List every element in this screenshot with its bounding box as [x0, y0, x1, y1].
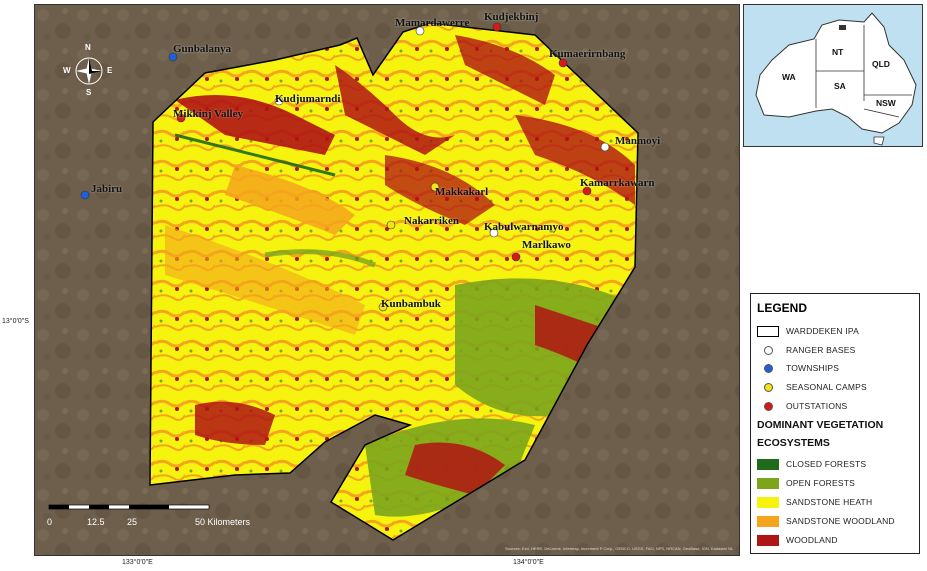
- compass-rose-icon: [75, 57, 103, 85]
- scale-tick-0: 0: [47, 517, 53, 527]
- place-label-kamarrkawarn: Kamarrkawarn: [580, 177, 655, 189]
- legend-item-closed-forests: CLOSED FORESTS: [757, 457, 866, 471]
- legend-eco-heading: ECOSYSTEMS: [757, 437, 830, 449]
- outstation-dot-icon: [763, 401, 773, 411]
- place-marker-gunbalanya: [168, 52, 178, 62]
- state-label-wa: WA: [782, 72, 796, 82]
- compass-s: S: [86, 88, 92, 97]
- place-marker-kumaerirnbang: [558, 58, 568, 68]
- place-marker-makkakarl: [430, 182, 440, 192]
- closed-forests-swatch: [757, 458, 779, 470]
- state-label-sa: SA: [834, 81, 846, 91]
- latitude-label: 13°0'0"S: [2, 318, 29, 325]
- map-canvas: [35, 5, 739, 555]
- map-legend: LEGEND WARDDEKEN IPA RANGER BASES TOWNSH…: [750, 293, 920, 554]
- longitude-label-134: 134°0'0"E: [513, 559, 544, 566]
- place-label-kudjekbinj: Kudjekbinj: [484, 11, 539, 23]
- place-marker-mamardawerre: [415, 26, 425, 36]
- legend-item-seasonal-camps: SEASONAL CAMPS: [757, 380, 867, 394]
- place-label-mamardawerre: Mamardawerre: [395, 17, 470, 29]
- woodland-swatch: [757, 534, 779, 546]
- place-label-makkakarl: Makkakarl: [435, 186, 489, 198]
- legend-item-open-forests: OPEN FORESTS: [757, 476, 855, 490]
- australia-inset-map: WA NT QLD SA NSW: [743, 4, 923, 147]
- sandstone-woodland-swatch: [757, 515, 779, 527]
- place-marker-kamarrkawarn: [582, 186, 592, 196]
- legend-item-townships: TOWNSHIPS: [757, 361, 839, 375]
- place-markers: [80, 22, 610, 312]
- state-label-nt: NT: [832, 47, 844, 57]
- township-dot-icon: [763, 363, 773, 373]
- legend-item-sandstone-heath: SANDSTONE HEATH: [757, 495, 872, 509]
- place-marker-kudjekbinj: [492, 22, 502, 32]
- place-marker-manmoyi: [600, 142, 610, 152]
- scale-tick-50: 50 Kilometers: [195, 517, 251, 527]
- place-label-manmoyi: Manmoyi: [615, 135, 661, 147]
- place-label-kudjumarndi: Kudjumarndi: [275, 93, 341, 105]
- map-frame[interactable]: N S W E Mamardawerre Kudjekbinj Gunbalanya…: [34, 4, 740, 556]
- place-label-mikkinj-valley: Mikkinj Valley: [173, 108, 243, 120]
- state-label-qld: QLD: [872, 59, 890, 69]
- place-marker-kudjumarndi: [274, 96, 284, 106]
- compass-w: W: [63, 66, 71, 75]
- place-label-gunbalanya: Gunbalanya: [173, 43, 232, 55]
- place-marker-mikkinj-valley: [176, 113, 186, 123]
- place-label-kabulwarnamyo: Kabulwarnamyo: [484, 221, 564, 233]
- state-label-nsw: NSW: [876, 98, 896, 108]
- longitude-label-133: 133°0'0"E: [122, 559, 153, 566]
- place-marker-jabiru: [80, 190, 90, 200]
- sandstone-heath-swatch: [757, 496, 779, 508]
- place-label-kumaerirnbang: Kumaerirnbang: [549, 48, 626, 60]
- ranger-base-dot-icon: [763, 345, 773, 355]
- place-label-marlkawo: Marlkawo: [522, 239, 571, 251]
- compass-e: E: [107, 66, 113, 75]
- australia-outline: [744, 5, 922, 146]
- compass-n: N: [85, 43, 91, 52]
- legend-title: LEGEND: [757, 301, 808, 315]
- scale-tick-12-5: 12.5: [87, 517, 105, 527]
- open-forests-swatch: [757, 477, 779, 489]
- legend-item-ranger-bases: RANGER BASES: [757, 343, 855, 357]
- map-attribution: Sources: Esri, HERE, DeLorme, Intermap, …: [505, 546, 734, 551]
- legend-item-sandstone-woodland: SANDSTONE WOODLAND: [757, 514, 895, 528]
- place-label-jabiru: Jabiru: [91, 183, 123, 195]
- warddeken-ipa-boundary: [149, 22, 639, 541]
- place-marker-marlkawo: [511, 252, 521, 262]
- legend-item-ipa: WARDDEKEN IPA: [757, 324, 859, 338]
- place-marker-kabulwarnamyo: [489, 228, 499, 238]
- place-label-nakarriken: Nakarriken: [404, 215, 459, 227]
- legend-item-woodland: WOODLAND: [757, 533, 838, 547]
- scale-tick-25: 25: [127, 517, 138, 527]
- place-marker-kunbambuk: [378, 302, 388, 312]
- ipa-boundary-swatch: [757, 325, 779, 337]
- place-marker-nakarriken: [386, 220, 396, 230]
- scale-bar: [48, 504, 210, 510]
- legend-veg-heading: DOMINANT VEGETATION: [757, 419, 884, 431]
- seasonal-camp-dot-icon: [763, 382, 773, 392]
- place-label-kunbambuk: Kunbambuk: [381, 298, 441, 310]
- legend-item-outstations: OUTSTATIONS: [757, 399, 847, 413]
